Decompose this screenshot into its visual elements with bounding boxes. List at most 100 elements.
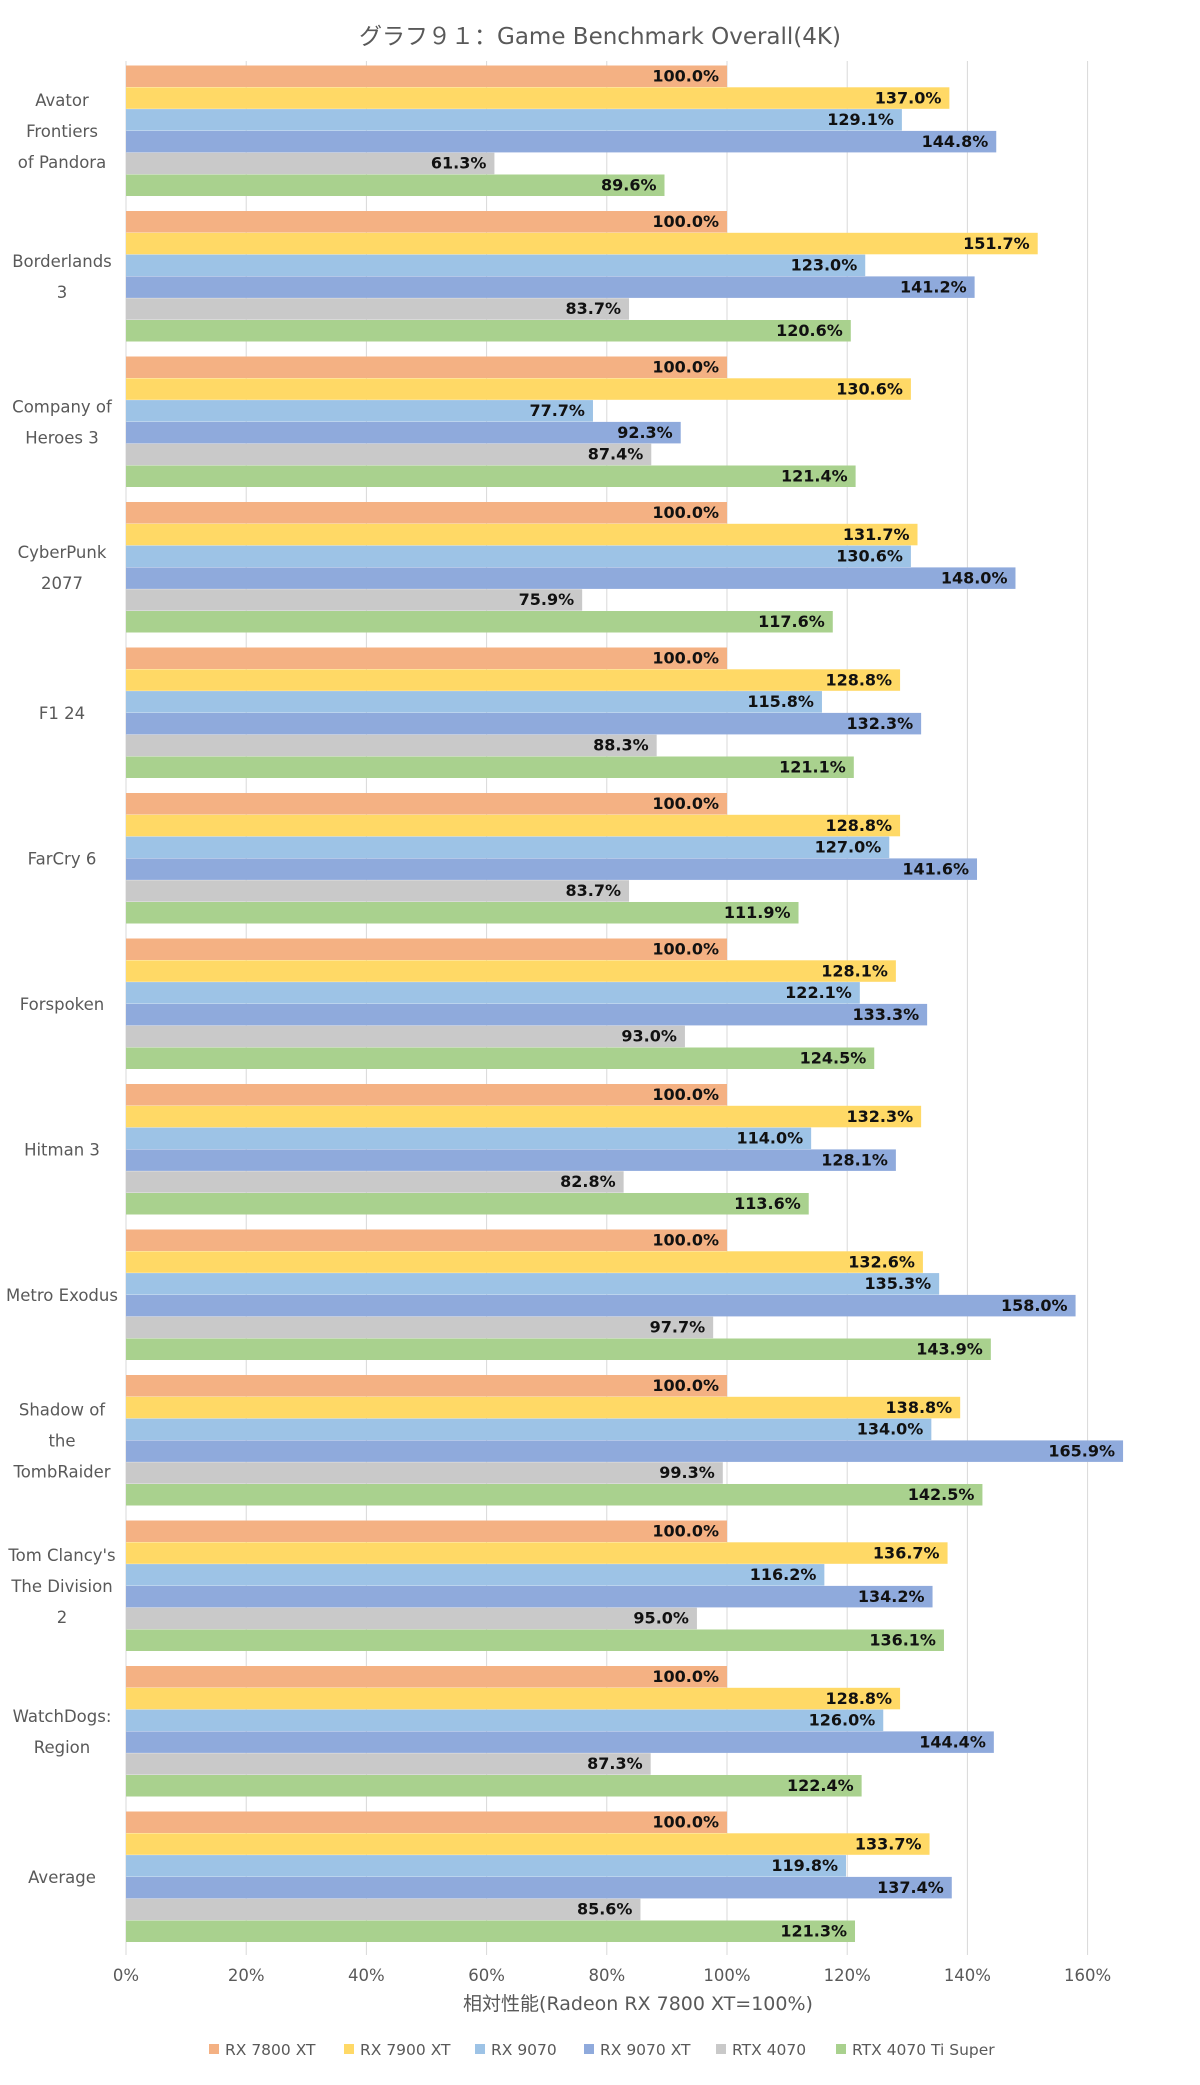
bar bbox=[126, 734, 657, 757]
bar bbox=[126, 1542, 948, 1564]
bar bbox=[126, 1396, 961, 1419]
category-label: Metro Exodus bbox=[6, 1286, 118, 1305]
legend-label: RX 9070 XT bbox=[600, 2041, 691, 2059]
bar-value-label: 77.7% bbox=[529, 401, 585, 420]
bar-value-label: 121.3% bbox=[780, 1922, 847, 1941]
bar-value-label: 151.7% bbox=[963, 234, 1030, 253]
bar-value-label: 122.1% bbox=[785, 983, 852, 1002]
bar-value-label: 100.0% bbox=[652, 503, 719, 522]
category-label: Frontiers bbox=[26, 122, 98, 141]
category-label: TombRaider bbox=[12, 1462, 110, 1481]
bar bbox=[126, 1084, 727, 1106]
bar-value-label: 100.0% bbox=[652, 1231, 719, 1250]
legend-swatch bbox=[209, 2044, 219, 2054]
bar bbox=[126, 174, 665, 196]
bar bbox=[126, 1666, 727, 1688]
bar-value-label: 134.0% bbox=[857, 1420, 924, 1439]
bar bbox=[126, 1025, 685, 1048]
bar-value-label: 128.1% bbox=[821, 961, 888, 980]
bar bbox=[126, 1251, 923, 1273]
bar-value-label: 100.0% bbox=[652, 1522, 719, 1541]
bar bbox=[126, 1753, 651, 1775]
legend-swatch bbox=[716, 2044, 726, 2054]
bar-value-label: 165.9% bbox=[1048, 1441, 1115, 1460]
bar-value-label: 131.7% bbox=[843, 525, 910, 544]
bar-value-label: 87.3% bbox=[587, 1754, 643, 1773]
category-label: Average bbox=[28, 1868, 96, 1887]
category-label: Shadow of bbox=[19, 1400, 106, 1419]
bar bbox=[126, 1440, 1124, 1462]
bar-value-label: 83.7% bbox=[566, 881, 622, 900]
bar-value-label: 85.6% bbox=[577, 1900, 633, 1919]
bar bbox=[126, 982, 860, 1004]
bar bbox=[126, 960, 896, 982]
bar-value-label: 126.0% bbox=[809, 1711, 876, 1730]
legend-swatch bbox=[475, 2044, 485, 2054]
bar bbox=[126, 793, 727, 815]
bar-value-label: 158.0% bbox=[1001, 1296, 1068, 1315]
bar-value-label: 100.0% bbox=[652, 67, 719, 86]
category-label: Company of bbox=[12, 397, 113, 416]
bar-value-label: 135.3% bbox=[865, 1274, 932, 1293]
bar-value-label: 141.6% bbox=[902, 859, 969, 878]
category-label: 2077 bbox=[41, 574, 83, 593]
x-tick-label: 160% bbox=[1064, 1966, 1111, 1985]
bar bbox=[126, 1193, 809, 1215]
bar bbox=[126, 1731, 994, 1753]
category-label: FarCry 6 bbox=[28, 849, 97, 868]
bar bbox=[126, 1585, 933, 1608]
bar bbox=[126, 1229, 727, 1251]
bar bbox=[126, 1898, 641, 1921]
bar-value-label: 137.0% bbox=[875, 88, 942, 107]
bar bbox=[126, 502, 727, 524]
category-label: Avator bbox=[35, 91, 89, 110]
bar bbox=[126, 1462, 723, 1484]
bar-value-label: 132.3% bbox=[846, 1107, 913, 1126]
bar bbox=[126, 1338, 991, 1360]
bar bbox=[126, 1375, 727, 1397]
legend-swatch bbox=[836, 2044, 846, 2054]
bar-value-label: 93.0% bbox=[621, 1027, 677, 1046]
bar bbox=[126, 320, 851, 342]
bar bbox=[126, 152, 495, 175]
bar-value-label: 141.2% bbox=[900, 277, 967, 296]
bar bbox=[126, 130, 997, 153]
bar bbox=[126, 1629, 944, 1651]
bar-value-label: 130.6% bbox=[836, 547, 903, 566]
category-label: of Pandora bbox=[18, 153, 106, 172]
bar-value-label: 83.7% bbox=[566, 299, 622, 318]
bar-value-label: 129.1% bbox=[827, 110, 894, 129]
bar bbox=[126, 465, 856, 487]
bar bbox=[126, 1833, 930, 1855]
bar-value-label: 132.6% bbox=[848, 1252, 915, 1271]
bar bbox=[126, 545, 911, 568]
bar bbox=[126, 691, 822, 713]
bar bbox=[126, 1316, 714, 1339]
bar-value-label: 136.1% bbox=[869, 1631, 936, 1650]
bar-value-label: 87.4% bbox=[588, 445, 644, 464]
bar bbox=[126, 443, 652, 466]
bar bbox=[126, 858, 978, 880]
bar-value-label: 100.0% bbox=[652, 649, 719, 668]
legend-label: RTX 4070 Ti Super bbox=[852, 2041, 995, 2059]
bar-value-label: 117.6% bbox=[758, 612, 825, 631]
category-label: F1 24 bbox=[39, 704, 85, 723]
bar-value-label: 88.3% bbox=[593, 736, 649, 755]
bar-value-label: 136.7% bbox=[873, 1543, 940, 1562]
category-labels: Avator Frontiers of Pandora Borderlands 3 Com… bbox=[6, 91, 118, 1887]
bar bbox=[126, 211, 727, 233]
bar-value-label: 143.9% bbox=[916, 1340, 983, 1359]
bar-value-label: 100.0% bbox=[652, 212, 719, 231]
x-tick-label: 20% bbox=[228, 1966, 265, 1985]
bar bbox=[126, 65, 727, 87]
bar bbox=[126, 523, 918, 546]
bar-value-label: 142.5% bbox=[908, 1485, 975, 1504]
bar bbox=[126, 814, 901, 837]
bar bbox=[126, 1607, 697, 1630]
bar bbox=[126, 1484, 983, 1506]
bar bbox=[126, 1105, 922, 1128]
bar bbox=[126, 880, 630, 902]
bar-value-label: 116.2% bbox=[750, 1565, 817, 1584]
category-label: Heroes 3 bbox=[25, 428, 99, 447]
bar bbox=[126, 938, 727, 960]
